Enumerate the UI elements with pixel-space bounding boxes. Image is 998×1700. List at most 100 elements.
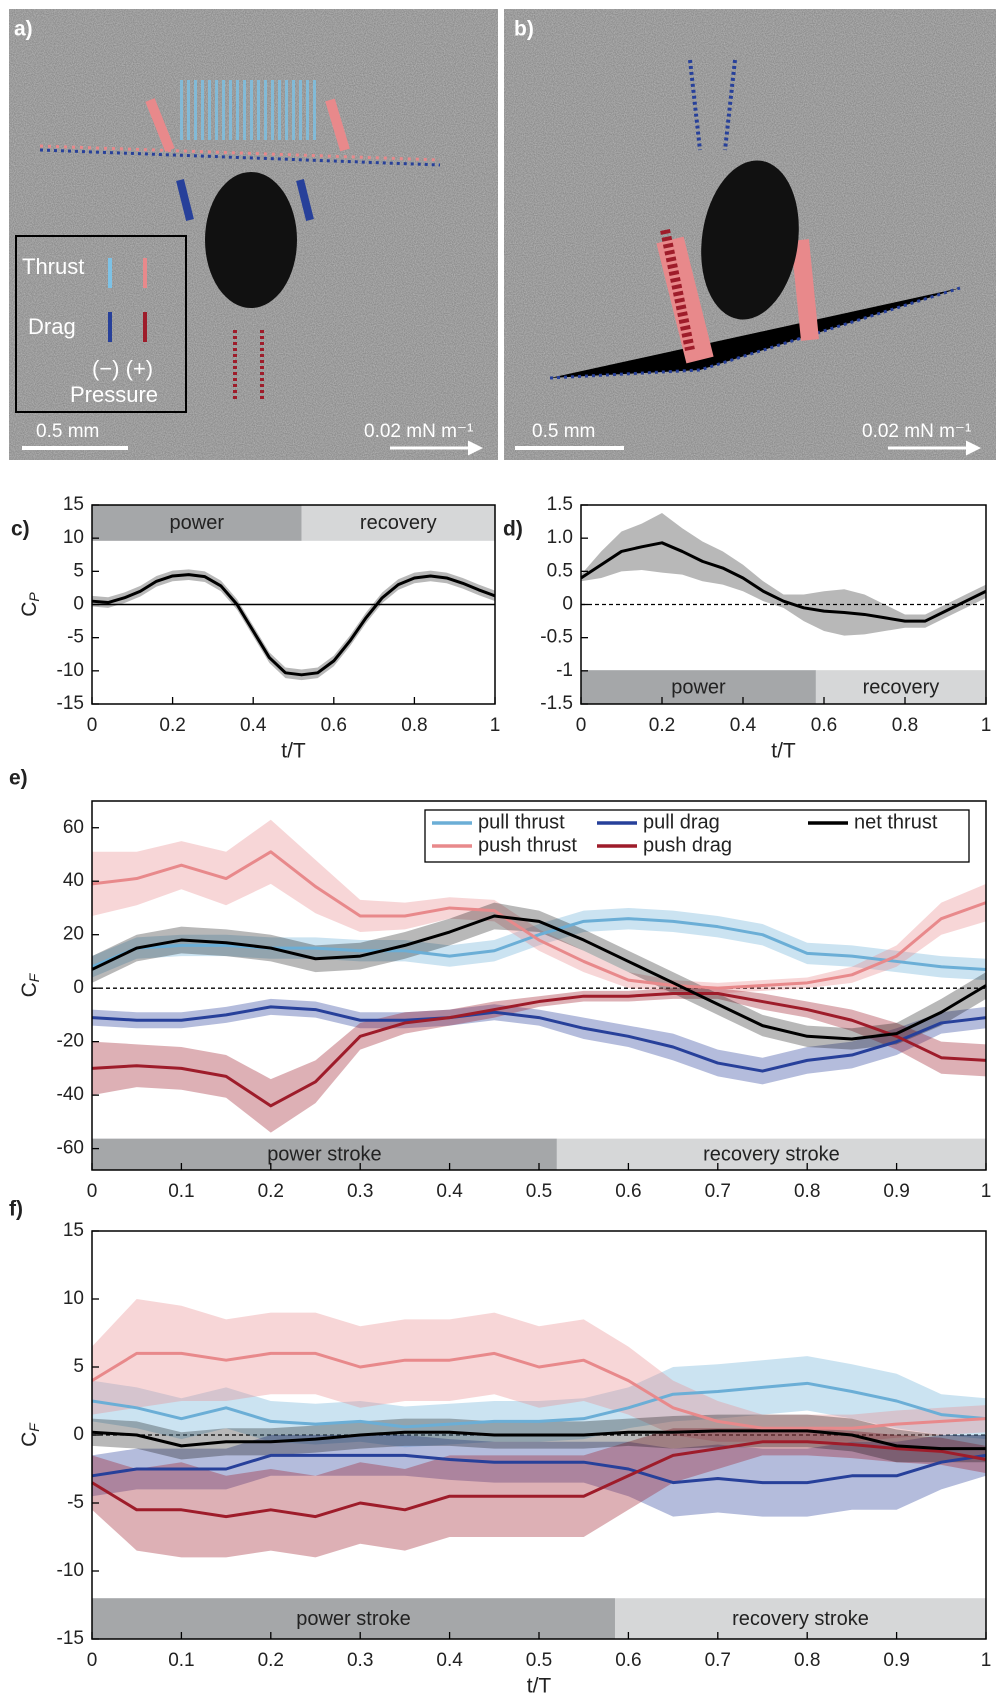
x-tick-label: 0.5 bbox=[526, 1650, 552, 1671]
series-line bbox=[91, 1381, 987, 1429]
series-line bbox=[91, 992, 987, 1108]
series-line bbox=[91, 850, 987, 990]
error-band bbox=[92, 569, 495, 681]
x-tick-label: 0.1 bbox=[168, 1181, 194, 1202]
y-tick-label: 10 bbox=[63, 1288, 84, 1309]
x-tick-label: 0.8 bbox=[794, 1650, 820, 1671]
x-tick-label: 0.9 bbox=[883, 1650, 909, 1671]
x-tick-label: 0.7 bbox=[705, 1181, 731, 1202]
x-tick-label: 1 bbox=[981, 1181, 992, 1202]
legend-label: push drag bbox=[643, 834, 732, 856]
legend-label: net thrust bbox=[854, 811, 938, 833]
x-tick-label: 0.5 bbox=[526, 1181, 552, 1202]
y-tick-label: 15 bbox=[63, 1220, 84, 1241]
error-band bbox=[92, 819, 986, 994]
y-axis-label-main: C bbox=[18, 982, 41, 997]
y-axis-label-sub: F bbox=[26, 1422, 42, 1432]
phase-label: recovery bbox=[360, 512, 437, 534]
y-tick-label: 1.0 bbox=[547, 527, 573, 548]
y-axis-label-main: C bbox=[18, 1432, 41, 1447]
phase-label: recovery stroke bbox=[732, 1608, 869, 1630]
y-tick-label: -40 bbox=[57, 1084, 84, 1105]
x-tick-label: 0.2 bbox=[258, 1181, 284, 1202]
y-tick-label: -20 bbox=[57, 1031, 84, 1052]
phase-label: recovery bbox=[863, 676, 940, 698]
x-tick-label: 0.6 bbox=[811, 715, 837, 736]
y-axis-label: CP bbox=[18, 592, 42, 617]
legend-pressure: Pressure bbox=[70, 382, 158, 407]
x-axis-label: t/T bbox=[771, 740, 796, 763]
photo-b: b) 0.5 mm 0.02 mN m⁻¹ bbox=[504, 9, 996, 460]
x-tick-label: 0.3 bbox=[347, 1650, 373, 1671]
y-tick-label: 40 bbox=[63, 870, 84, 891]
phase-label: power stroke bbox=[296, 1608, 411, 1630]
legend-label: push thrust bbox=[478, 834, 577, 856]
y-tick-label: 60 bbox=[63, 817, 84, 838]
error-band bbox=[581, 512, 986, 636]
error-band bbox=[92, 998, 986, 1085]
phase-label: power bbox=[671, 676, 726, 698]
error-band bbox=[92, 1299, 986, 1442]
y-tick-label: -15 bbox=[57, 1628, 84, 1649]
phase-band bbox=[614, 1598, 986, 1639]
x-tick-label: 0.8 bbox=[401, 715, 427, 736]
legend-signs: (−) (+) bbox=[92, 356, 153, 381]
x-tick-label: 0.7 bbox=[705, 1650, 731, 1671]
y-axis-label: CF bbox=[18, 972, 42, 997]
x-axis-label: t/T bbox=[281, 740, 306, 763]
series-line bbox=[91, 1351, 987, 1430]
y-tick-label: -10 bbox=[57, 1560, 84, 1581]
y-tick-label: -1 bbox=[556, 660, 573, 681]
y-tick-label: -5 bbox=[67, 627, 84, 648]
phase-band bbox=[581, 670, 816, 704]
y-tick-label: -0.5 bbox=[540, 627, 573, 648]
y-tick-label: 0.5 bbox=[547, 560, 573, 581]
error-band bbox=[92, 1414, 986, 1463]
phase-band bbox=[301, 505, 495, 541]
phase-label: recovery stroke bbox=[703, 1144, 840, 1166]
y-axis-label-sub: P bbox=[26, 592, 42, 602]
series-line bbox=[91, 1453, 987, 1485]
x-tick-label: 0.4 bbox=[240, 715, 267, 736]
x-tick-label: 0.1 bbox=[168, 1650, 194, 1671]
x-tick-label: 0 bbox=[87, 1181, 98, 1202]
x-tick-label: 0.3 bbox=[347, 1181, 373, 1202]
phase-band bbox=[92, 505, 302, 541]
phase-label: power bbox=[170, 512, 225, 534]
x-tick-label: 0 bbox=[87, 1650, 98, 1671]
x-tick-label: 0.2 bbox=[258, 1650, 284, 1671]
y-axis-label-main: C bbox=[18, 602, 41, 617]
panel-label: c) bbox=[11, 518, 30, 541]
y-tick-label: 0 bbox=[562, 594, 573, 615]
y-tick-label: 0 bbox=[73, 594, 84, 615]
x-tick-label: 0.6 bbox=[615, 1181, 641, 1202]
panel-label: e) bbox=[9, 767, 28, 790]
series-line bbox=[580, 541, 987, 623]
x-tick-label: 0.4 bbox=[436, 1181, 463, 1202]
phase-band bbox=[815, 670, 986, 704]
panel-label: a) bbox=[14, 18, 33, 41]
series-line bbox=[91, 1440, 987, 1519]
x-tick-label: 0.8 bbox=[892, 715, 918, 736]
y-tick-label: -60 bbox=[57, 1138, 84, 1159]
photo-a: a) Thrust Drag (−) (+) Pressure 0.5 mm 0… bbox=[9, 9, 498, 460]
x-tick-label: 1 bbox=[490, 715, 501, 736]
y-tick-label: -10 bbox=[57, 660, 84, 681]
x-tick-label: 0.2 bbox=[649, 715, 675, 736]
x-tick-label: 0.6 bbox=[615, 1650, 641, 1671]
x-tick-label: 1 bbox=[981, 1650, 992, 1671]
error-band bbox=[92, 1428, 986, 1558]
y-axis-label: CF bbox=[18, 1422, 42, 1447]
x-tick-label: 0.8 bbox=[794, 1181, 820, 1202]
legend-drag: Drag bbox=[28, 314, 76, 339]
y-tick-label: 10 bbox=[63, 527, 84, 548]
x-tick-label: 0 bbox=[576, 715, 587, 736]
x-tick-label: 1 bbox=[981, 715, 992, 736]
legend-box bbox=[424, 809, 970, 863]
y-tick-label: 20 bbox=[63, 924, 84, 945]
panel-label: f) bbox=[9, 1198, 23, 1221]
force-scale-label: 0.02 mN m⁻¹ bbox=[862, 421, 971, 442]
x-tick-label: 0.4 bbox=[436, 1650, 463, 1671]
x-tick-label: 0.4 bbox=[730, 715, 757, 736]
